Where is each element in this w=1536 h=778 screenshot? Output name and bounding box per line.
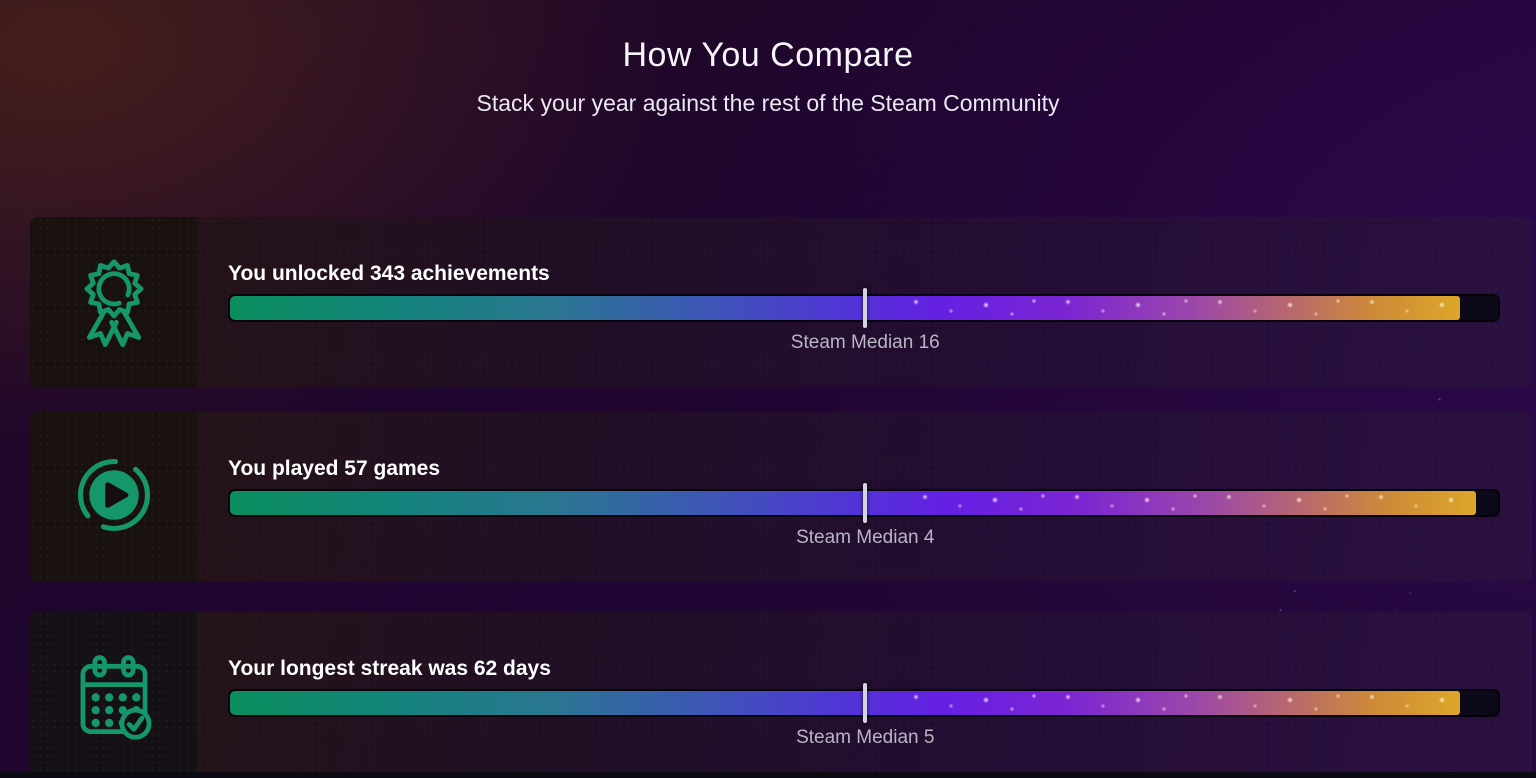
page-title: How You Compare: [622, 36, 914, 74]
steam-median-label: Steam Median 4: [796, 527, 935, 548]
icon-panel: [30, 217, 197, 387]
steam-median-marker: [863, 288, 868, 328]
row-content: You unlocked 343 achievements Steam Medi…: [197, 217, 1532, 387]
icon-panel: [30, 412, 197, 582]
gold-sparkle-texture: [903, 491, 1477, 515]
page-header: How You Compare Stack your year against …: [0, 0, 1536, 117]
compare-row-games-played: You played 57 games Steam Median 4: [30, 412, 1532, 582]
page-subtitle: Stack your year against the rest of the …: [476, 90, 1060, 116]
row-label: Your longest streak was 62 days: [228, 657, 551, 680]
row-label: You unlocked 343 achievements: [228, 262, 550, 285]
row-content: Your longest streak was 62 days Steam Me…: [197, 612, 1532, 778]
comparison-bar-fill: [230, 691, 1460, 715]
comparison-bar-fill: [230, 491, 1477, 515]
comparison-bar-track: Steam Median 16: [228, 288, 1500, 353]
steam-median-label: Steam Median 16: [790, 332, 940, 353]
calendar-check-icon: [63, 644, 165, 751]
steam-median-label: Steam Median 5: [796, 727, 935, 748]
comparison-bar-track: Steam Median 4: [228, 483, 1500, 548]
compare-row-achievements: You unlocked 343 achievements Steam Medi…: [30, 217, 1532, 387]
row-label: You played 57 games: [228, 457, 441, 480]
award-ribbon-icon: [63, 249, 165, 356]
row-content: You played 57 games Steam Median 4: [197, 412, 1532, 582]
play-circle-icon: [63, 444, 165, 551]
comparison-bar-track: Steam Median 5: [228, 683, 1500, 748]
comparison-bar-fill: [230, 296, 1460, 320]
icon-panel: [30, 612, 197, 778]
gold-sparkle-texture: [894, 296, 1460, 320]
next-section-edge: [0, 772, 1536, 778]
compare-row-longest-streak: Your longest streak was 62 days Steam Me…: [30, 612, 1532, 778]
steam-median-marker: [863, 683, 868, 723]
gold-sparkle-texture: [894, 691, 1460, 715]
steam-median-marker: [863, 483, 868, 523]
